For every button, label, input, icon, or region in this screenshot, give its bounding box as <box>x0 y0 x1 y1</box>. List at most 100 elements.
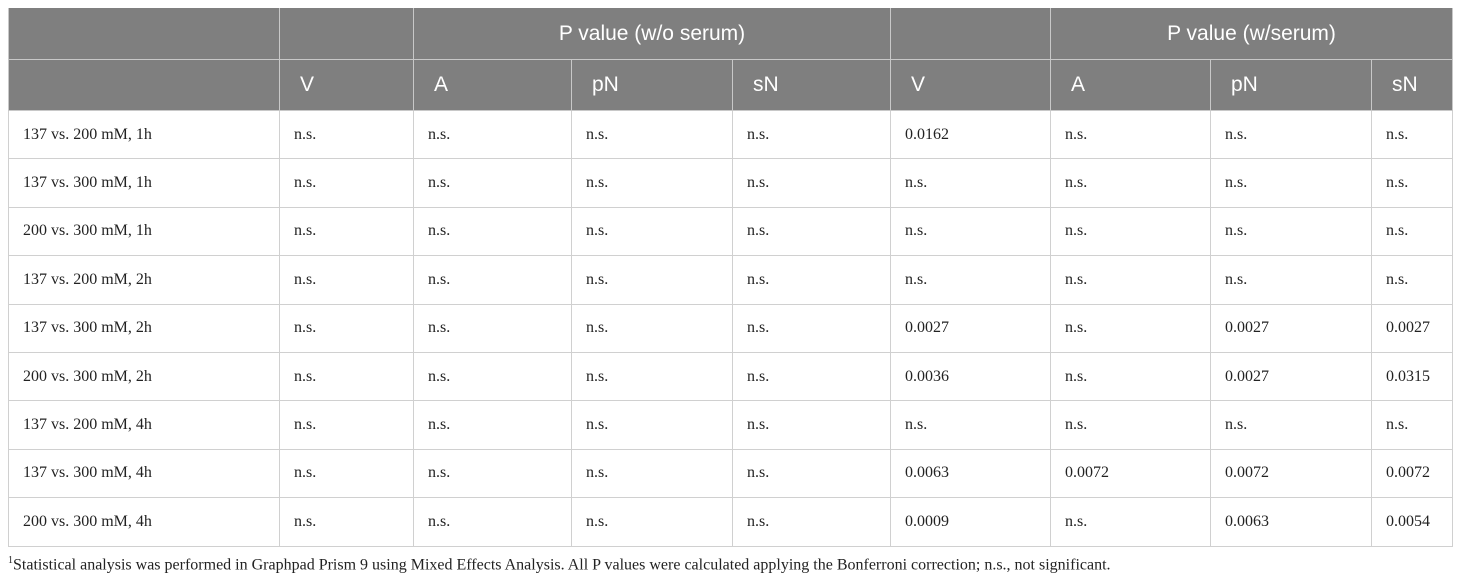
row-label: 137 vs. 200 mM, 2h <box>8 255 280 305</box>
table-cell: n.s. <box>279 303 414 353</box>
empty-header <box>279 8 414 60</box>
empty-header <box>8 59 280 111</box>
empty-header <box>8 8 280 60</box>
row-label: 200 vs. 300 mM, 1h <box>8 206 280 257</box>
table-cell: n.s. <box>890 158 1051 208</box>
table-cell: n.s. <box>571 109 733 160</box>
table-cell: n.s. <box>1210 158 1372 208</box>
column-header: sN <box>732 59 891 111</box>
table-cell: n.s. <box>279 400 414 450</box>
table-cell: n.s. <box>279 497 414 547</box>
table-cell: n.s. <box>571 448 733 499</box>
table-cell: n.s. <box>571 303 733 353</box>
table-cell: n.s. <box>1050 158 1211 208</box>
table-row: 200 vs. 300 mM, 4h n.s. n.s. n.s. n.s. 0.0009… <box>8 497 1454 547</box>
table-cell: 0.0036 <box>890 351 1051 402</box>
table-cell: 0.0027 <box>1210 303 1372 353</box>
table-cell: n.s. <box>279 255 414 305</box>
table-cell: 0.0063 <box>890 448 1051 499</box>
column-header: pN <box>1210 59 1372 111</box>
table-cell: n.s. <box>732 109 891 160</box>
group-header: P value (w/o serum) <box>413 8 891 60</box>
group-header: P value (w/serum) <box>1049 8 1454 60</box>
table-cell: 0.0027 <box>1210 351 1372 402</box>
table-cell: n.s. <box>413 497 572 547</box>
table-cell: n.s. <box>732 158 891 208</box>
table-row: 200 vs. 300 mM, 1h n.s. n.s. n.s. n.s. n.s. n.… <box>8 206 1454 257</box>
table-cell: 0.0009 <box>890 497 1051 547</box>
table-cell: n.s. <box>1370 206 1454 257</box>
table-cell: n.s. <box>413 109 572 160</box>
table-cell: n.s. <box>732 400 891 450</box>
table-row: 137 vs. 200 mM, 1h n.s. n.s. n.s. n.s. 0.0162… <box>8 109 1454 160</box>
table-cell: 0.0315 <box>1370 351 1454 402</box>
row-label: 137 vs. 300 mM, 4h <box>8 448 280 499</box>
table-row: 137 vs. 300 mM, 1h n.s. n.s. n.s. n.s. n.s. n.… <box>8 158 1454 208</box>
table-cell: 0.0072 <box>1210 448 1372 499</box>
table-cell: n.s. <box>1050 206 1211 257</box>
table-cell: n.s. <box>571 206 733 257</box>
table-cell: n.s. <box>413 400 572 450</box>
column-header: pN <box>571 59 733 111</box>
table-cell: n.s. <box>279 448 414 499</box>
table-cell: n.s. <box>890 400 1051 450</box>
row-label: 200 vs. 300 mM, 2h <box>8 351 280 402</box>
table-cell: n.s. <box>1050 303 1211 353</box>
row-label: 137 vs. 200 mM, 4h <box>8 400 280 450</box>
table-cell: n.s. <box>732 351 891 402</box>
table-cell: n.s. <box>732 206 891 257</box>
column-header: sN <box>1370 59 1454 111</box>
column-header: A <box>1050 59 1211 111</box>
table-row: 200 vs. 300 mM, 2h n.s. n.s. n.s. n.s. 0.0036… <box>8 351 1454 402</box>
table-cell: n.s. <box>571 351 733 402</box>
table-body: 137 vs. 200 mM, 1h n.s. n.s. n.s. n.s. 0.0162… <box>8 109 1454 547</box>
table-cell: 0.0027 <box>1370 303 1454 353</box>
table-cell: n.s. <box>1370 400 1454 450</box>
table-cell: n.s. <box>571 255 733 305</box>
footnote-text: Statistical analysis was performed in Gr… <box>13 556 1111 574</box>
row-label: 137 vs. 300 mM, 1h <box>8 158 280 208</box>
table-cell: 0.0072 <box>1370 448 1454 499</box>
table-cell: n.s. <box>732 497 891 547</box>
table-cell: n.s. <box>1370 255 1454 305</box>
column-header: A <box>413 59 572 111</box>
table-cell: 0.0027 <box>890 303 1051 353</box>
table-cell: n.s. <box>1050 109 1211 160</box>
table-cell: n.s. <box>1210 255 1372 305</box>
table-cell: n.s. <box>732 255 891 305</box>
table-cell: n.s. <box>890 255 1051 305</box>
table-cell: n.s. <box>279 109 414 160</box>
table-cell: n.s. <box>1370 109 1454 160</box>
table-row: 137 vs. 200 mM, 4h n.s. n.s. n.s. n.s. n.s. n.… <box>8 400 1454 450</box>
table-cell: n.s. <box>1370 158 1454 208</box>
table-cell: n.s. <box>1050 351 1211 402</box>
table-cell: n.s. <box>1210 109 1372 160</box>
table-cell: 0.0162 <box>890 109 1051 160</box>
table-cell: n.s. <box>413 303 572 353</box>
table-row: 137 vs. 200 mM, 2h n.s. n.s. n.s. n.s. n.s. n.… <box>8 255 1454 305</box>
table-row: 137 vs. 300 mM, 2h n.s. n.s. n.s. n.s. 0.0027… <box>8 303 1454 353</box>
table-cell: n.s. <box>732 303 891 353</box>
table-cell: 0.0054 <box>1370 497 1454 547</box>
table-cell: n.s. <box>890 206 1051 257</box>
table-cell: n.s. <box>1050 497 1211 547</box>
column-header: V <box>890 59 1051 111</box>
table-cell: n.s. <box>413 351 572 402</box>
table-cell: n.s. <box>1050 255 1211 305</box>
row-label: 200 vs. 300 mM, 4h <box>8 497 280 547</box>
table-cell: n.s. <box>413 158 572 208</box>
footnote: 1Statistical analysis was performed in G… <box>8 555 1111 574</box>
table-cell: n.s. <box>279 158 414 208</box>
table-cell: n.s. <box>413 448 572 499</box>
row-label: 137 vs. 300 mM, 2h <box>8 303 280 353</box>
table-row: 137 vs. 300 mM, 4h n.s. n.s. n.s. n.s. 0.0063… <box>8 448 1454 499</box>
table-cell: 0.0072 <box>1050 448 1211 499</box>
table-cell: n.s. <box>571 497 733 547</box>
table-cell: n.s. <box>732 448 891 499</box>
table-cell: n.s. <box>1210 400 1372 450</box>
table-cell: n.s. <box>413 206 572 257</box>
table-cell: n.s. <box>279 206 414 257</box>
